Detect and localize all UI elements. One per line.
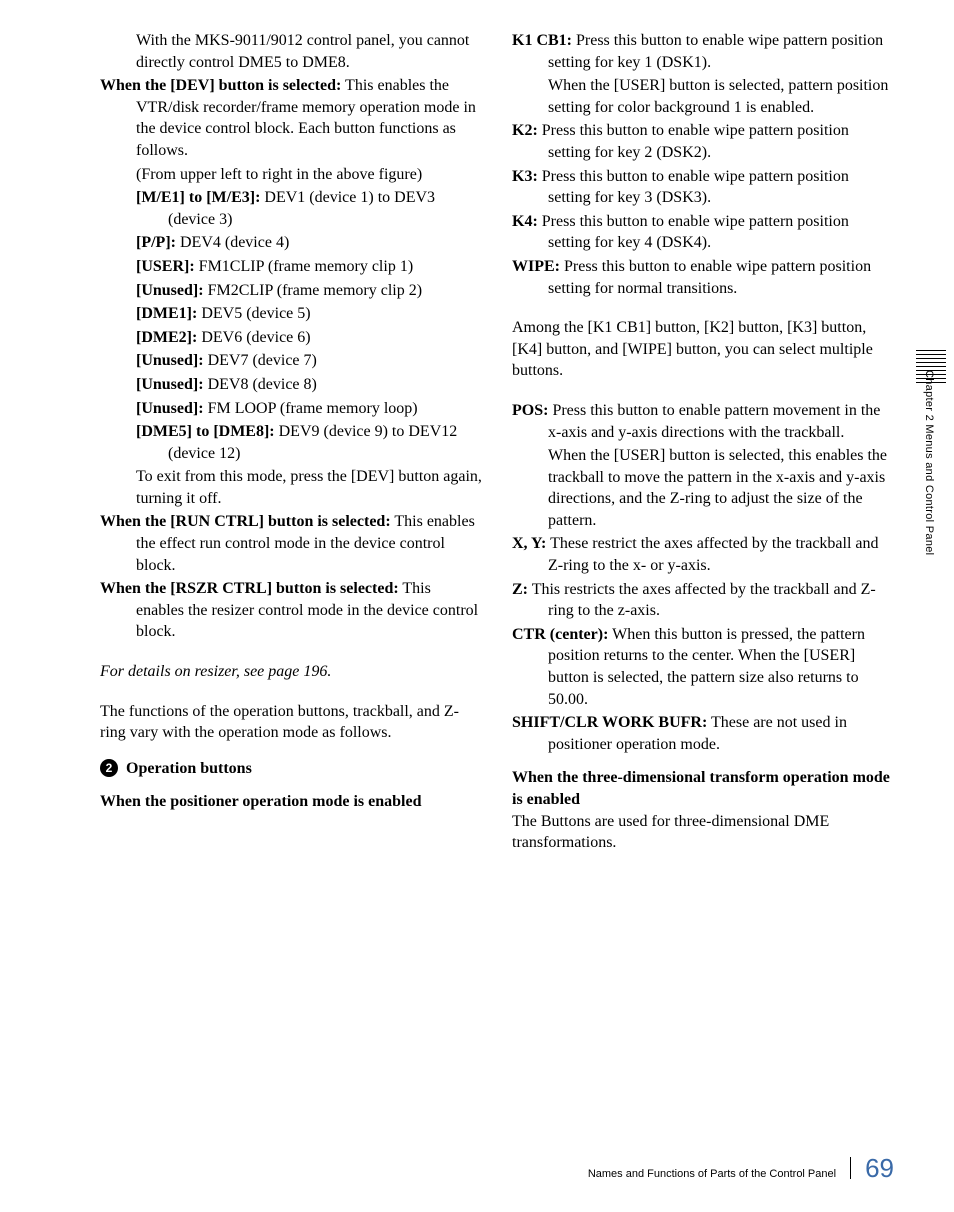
desc: Press this button to enable pattern move… [548,402,880,441]
me-entry: [M/E1] to [M/E3]: DEV1 (device 1) to DEV… [100,187,482,230]
unused-entry: [Unused]: DEV8 (device 8) [100,374,482,396]
label: X, Y: [512,535,546,552]
label: When the [RUN CTRL] button is selected: [100,513,391,530]
dme58-entry: [DME5] to [DME8]: DEV9 (device 9) to DEV… [100,421,482,464]
label: K4: [512,213,538,230]
rszr-ctrl-entry: When the [RSZR CTRL] button is selected:… [100,578,482,643]
section-title: Operation buttons [126,760,252,777]
desc: DEV4 (device 4) [176,234,289,251]
desc: DEV5 (device 5) [197,305,310,322]
label: K2: [512,122,538,139]
k3-entry: K3: Press this button to enable wipe pat… [512,166,894,209]
k2-entry: K2: Press this button to enable wipe pat… [512,120,894,163]
label: [Unused]: [136,400,204,417]
label: WIPE: [512,258,560,275]
shift-entry: SHIFT/CLR WORK BUFR: These are not used … [512,712,894,755]
body-text: When the [USER] button is selected, patt… [512,75,894,118]
desc: Press this button to enable wipe pattern… [538,213,849,252]
footer-separator [850,1157,851,1179]
body-text: (From upper left to right in the above f… [100,164,482,186]
body-text: When the [USER] button is selected, this… [512,445,894,531]
label: SHIFT/CLR WORK BUFR: [512,714,707,731]
label: [P/P]: [136,234,176,251]
z-entry: Z: This restricts the axes affected by t… [512,579,894,622]
desc: These restrict the axes affected by the … [546,535,878,574]
body-text: The Buttons are used for three-dimension… [512,811,894,854]
label: When the [DEV] button is selected: [100,77,341,94]
chapter-sidebar-label: Chapter 2 Menus and Control Panel [921,370,936,555]
label: [USER]: [136,258,195,275]
subheading: When the three-dimensional transform ope… [512,767,894,810]
wipe-entry: WIPE: Press this button to enable wipe p… [512,256,894,299]
run-ctrl-entry: When the [RUN CTRL] button is selected: … [100,511,482,576]
unused-entry: [Unused]: DEV7 (device 7) [100,350,482,372]
desc: Press this button to enable wipe pattern… [548,258,871,297]
unused-entry: [Unused]: FM2CLIP (frame memory clip 2) [100,280,482,302]
desc: Press this button to enable wipe pattern… [538,122,849,161]
k1-entry: K1 CB1: Press this button to enable wipe… [512,30,894,73]
dme2-entry: [DME2]: DEV6 (device 6) [100,327,482,349]
page-footer: Names and Functions of Parts of the Cont… [588,1151,894,1186]
desc: FM2CLIP (frame memory clip 2) [204,282,422,299]
label: K1 CB1: [512,32,572,49]
label: CTR (center): [512,626,608,643]
subheading: When the positioner operation mode is en… [100,791,482,813]
left-column: With the MKS-9011/9012 control panel, yo… [100,30,482,856]
section-number-badge: 2 [100,759,118,777]
body-text: The functions of the operation buttons, … [100,701,482,744]
desc: Press this button to enable wipe pattern… [548,32,883,71]
ctr-entry: CTR (center): When this button is presse… [512,624,894,710]
dme1-entry: [DME1]: DEV5 (device 5) [100,303,482,325]
label: Z: [512,581,528,598]
dev-button-entry: When the [DEV] button is selected: This … [100,75,482,161]
unused-entry: [Unused]: FM LOOP (frame memory loop) [100,398,482,420]
label: When the [RSZR CTRL] button is selected: [100,580,399,597]
k4-entry: K4: Press this button to enable wipe pat… [512,211,894,254]
pp-entry: [P/P]: DEV4 (device 4) [100,232,482,254]
section-heading: 2 Operation buttons [100,758,482,780]
label: [Unused]: [136,352,204,369]
desc: This restricts the axes affected by the … [528,581,876,620]
right-column: K1 CB1: Press this button to enable wipe… [512,30,894,856]
page-number: 69 [865,1151,894,1186]
footer-section-title: Names and Functions of Parts of the Cont… [588,1167,836,1182]
label: [DME2]: [136,329,197,346]
desc: DEV7 (device 7) [204,352,317,369]
desc: DEV6 (device 6) [197,329,310,346]
label: POS: [512,402,548,419]
label: [Unused]: [136,282,204,299]
xy-entry: X, Y: These restrict the axes affected b… [512,533,894,576]
label: K3: [512,168,538,185]
desc: Press this button to enable wipe pattern… [538,168,849,207]
user-entry: [USER]: FM1CLIP (frame memory clip 1) [100,256,482,278]
desc: FM1CLIP (frame memory clip 1) [195,258,413,275]
body-text: With the MKS-9011/9012 control panel, yo… [100,30,482,73]
desc: FM LOOP (frame memory loop) [204,400,418,417]
body-text: To exit from this mode, press the [DEV] … [100,466,482,509]
pos-entry: POS: Press this button to enable pattern… [512,400,894,443]
label: [Unused]: [136,376,204,393]
desc: DEV8 (device 8) [204,376,317,393]
label: [DME5] to [DME8]: [136,423,275,440]
body-text: Among the [K1 CB1] button, [K2] button, … [512,317,894,382]
resizer-note: For details on resizer, see page 196. [100,661,482,683]
label: [DME1]: [136,305,197,322]
label: [M/E1] to [M/E3]: [136,189,260,206]
